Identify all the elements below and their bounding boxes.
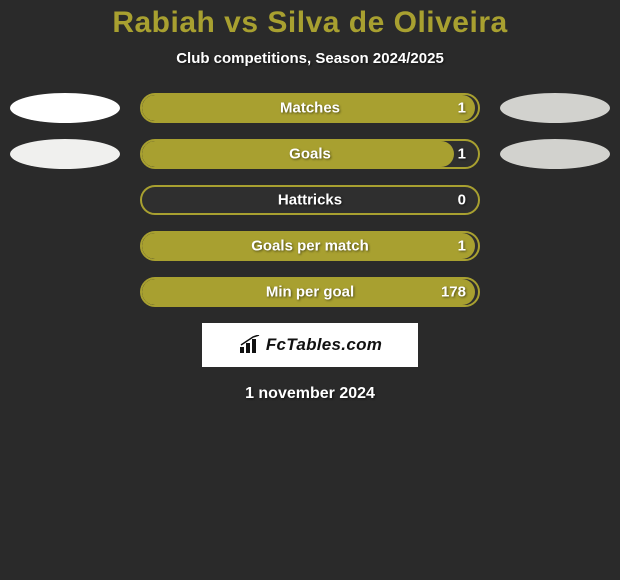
logo-text: FcTables.com (266, 335, 382, 355)
stat-label: Matches (280, 100, 340, 117)
stat-row: Min per goal 178 (0, 277, 620, 307)
stat-label: Goals per match (251, 238, 369, 255)
stat-row: Goals 1 (0, 139, 620, 169)
stat-bar: Hattricks 0 (140, 185, 480, 215)
title-player2: Silva de Oliveira (267, 6, 507, 39)
right-spacer (500, 231, 610, 261)
bars-icon (238, 335, 262, 355)
stat-bar: Min per goal 178 (140, 277, 480, 307)
right-ellipse-icon (500, 93, 610, 123)
left-ellipse-icon (10, 139, 120, 169)
right-spacer (500, 185, 610, 215)
title-player1: Rabiah (112, 6, 215, 39)
date-line: 1 november 2024 (0, 385, 620, 403)
stat-row: Matches 1 (0, 93, 620, 123)
page-title: Rabiah vs Silva de Oliveira (0, 6, 620, 40)
content-wrap: Rabiah vs Silva de Oliveira Club competi… (0, 0, 620, 403)
stat-label: Hattricks (278, 192, 342, 209)
stat-label: Min per goal (266, 284, 354, 301)
stat-row: Goals per match 1 (0, 231, 620, 261)
stat-value: 1 (458, 146, 466, 163)
stat-label: Goals (289, 146, 331, 163)
subtitle: Club competitions, Season 2024/2025 (0, 50, 620, 67)
stat-bar: Goals 1 (140, 139, 480, 169)
left-spacer (10, 277, 120, 307)
stat-bar: Goals per match 1 (140, 231, 480, 261)
left-ellipse-icon (10, 93, 120, 123)
stat-row: Hattricks 0 (0, 185, 620, 215)
left-spacer (10, 231, 120, 261)
right-spacer (500, 277, 610, 307)
right-ellipse-icon (500, 139, 610, 169)
left-spacer (10, 185, 120, 215)
stat-value: 0 (458, 192, 466, 209)
stat-value: 1 (458, 238, 466, 255)
logo-box: FcTables.com (202, 323, 418, 367)
stat-value: 178 (441, 284, 466, 301)
stat-rows: Matches 1 Goals 1 Hattricks 0 Goals per match 1… (0, 93, 620, 307)
stat-value: 1 (458, 100, 466, 117)
stat-bar: Matches 1 (140, 93, 480, 123)
title-vs: vs (215, 6, 267, 39)
